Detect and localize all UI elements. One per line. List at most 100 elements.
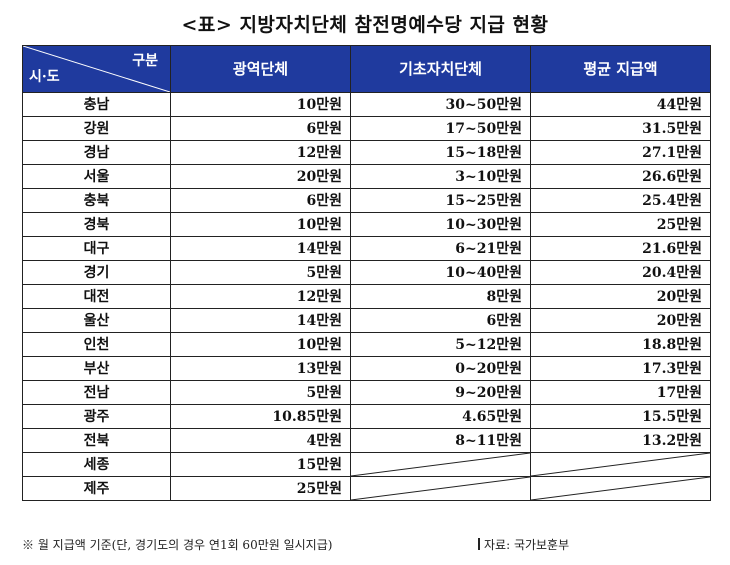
page-title: <표> 지방자치단체 참전명예수당 지급 현황 — [181, 14, 549, 36]
metro-amount-cell: 6만원 — [170, 188, 351, 213]
metro-amount-cell: 10만원 — [170, 92, 351, 117]
basic-amount-cell: 10~40만원 — [350, 260, 531, 285]
basic-amount-cell: 9~20만원 — [350, 380, 531, 405]
basic-amount-cell: 15~18만원 — [350, 140, 531, 165]
average-amount-cell: 26.6만원 — [530, 164, 711, 189]
table-row: 경북 10만원 10~30만원 25만원 — [22, 212, 711, 237]
corner-label-category: 구분 — [132, 53, 158, 69]
table-row: 대구 14만원 6~21만원 21.6만원 — [22, 236, 711, 261]
empty-cell — [350, 476, 531, 501]
table-row: 경기 5만원 10~40만원 20.4만원 — [22, 260, 711, 285]
average-amount-cell: 17.3만원 — [530, 356, 711, 381]
basic-amount-cell: 3~10만원 — [350, 164, 531, 189]
average-amount-cell: 13.2만원 — [530, 428, 711, 453]
average-amount-cell: 44만원 — [530, 92, 711, 117]
region-cell: 서울 — [22, 164, 171, 189]
source-divider — [478, 538, 480, 550]
empty-cell-diagonal — [351, 477, 530, 500]
column-header-metro: 광역단체 — [170, 45, 351, 93]
metro-amount-cell: 14만원 — [170, 308, 351, 333]
table-row: 부산 13만원 0~20만원 17.3만원 — [22, 356, 711, 381]
region-cell: 전북 — [22, 428, 171, 453]
empty-cell-diagonal — [531, 477, 710, 500]
basic-amount-cell: 8만원 — [350, 284, 531, 309]
region-cell: 세종 — [22, 452, 171, 477]
column-header-average: 평균 지급액 — [530, 45, 711, 93]
empty-cell — [530, 452, 711, 477]
region-cell: 광주 — [22, 404, 171, 429]
table-row: 전남 5만원 9~20만원 17만원 — [22, 380, 711, 405]
metro-amount-cell: 6만원 — [170, 116, 351, 141]
metro-amount-cell: 12만원 — [170, 140, 351, 165]
metro-amount-cell: 10만원 — [170, 332, 351, 357]
table-header-row: 구분 시·도 광역단체 기초자치단체 평균 지급액 — [22, 45, 711, 93]
average-amount-cell: 18.8만원 — [530, 332, 711, 357]
column-header-basic: 기초자치단체 — [350, 45, 531, 93]
basic-amount-cell: 8~11만원 — [350, 428, 531, 453]
region-cell: 경남 — [22, 140, 171, 165]
average-amount-cell: 20.4만원 — [530, 260, 711, 285]
basic-amount-cell: 0~20만원 — [350, 356, 531, 381]
corner-diagonal — [23, 46, 170, 92]
table-row: 울산 14만원 6만원 20만원 — [22, 308, 711, 333]
metro-amount-cell: 10.85만원 — [170, 404, 351, 429]
footnote: ※ 월 지급액 기준(단, 경기도의 경우 연1회 60만원 일시지급) — [22, 538, 333, 552]
metro-amount-cell: 14만원 — [170, 236, 351, 261]
corner-label-region: 시·도 — [29, 69, 60, 85]
region-cell: 제주 — [22, 476, 171, 501]
region-cell: 대전 — [22, 284, 171, 309]
metro-amount-cell: 12만원 — [170, 284, 351, 309]
source-note: 자료: 국가보훈부 — [478, 536, 569, 553]
region-cell: 대구 — [22, 236, 171, 261]
table-row: 대전 12만원 8만원 20만원 — [22, 284, 711, 309]
empty-cell-diagonal — [531, 453, 710, 476]
region-cell: 충남 — [22, 92, 171, 117]
table-row: 서울 20만원 3~10만원 26.6만원 — [22, 164, 711, 189]
average-amount-cell: 31.5만원 — [530, 116, 711, 141]
table-row: 경남 12만원 15~18만원 27.1만원 — [22, 140, 711, 165]
metro-amount-cell: 5만원 — [170, 260, 351, 285]
basic-amount-cell: 5~12만원 — [350, 332, 531, 357]
metro-amount-cell: 4만원 — [170, 428, 351, 453]
region-cell: 경북 — [22, 212, 171, 237]
average-amount-cell: 25만원 — [530, 212, 711, 237]
average-amount-cell: 20만원 — [530, 308, 711, 333]
table-row: 충북 6만원 15~25만원 25.4만원 — [22, 188, 711, 213]
empty-cell — [350, 452, 531, 477]
allowance-table: 구분 시·도 광역단체 기초자치단체 평균 지급액 충남 10만원 30~50만원 4… — [22, 45, 711, 501]
basic-amount-cell: 15~25만원 — [350, 188, 531, 213]
metro-amount-cell: 10만원 — [170, 212, 351, 237]
region-cell: 울산 — [22, 308, 171, 333]
average-amount-cell: 27.1만원 — [530, 140, 711, 165]
average-amount-cell: 17만원 — [530, 380, 711, 405]
region-cell: 경기 — [22, 260, 171, 285]
metro-amount-cell: 15만원 — [170, 452, 351, 477]
table-row: 광주 10.85만원 4.65만원 15.5만원 — [22, 404, 711, 429]
region-cell: 강원 — [22, 116, 171, 141]
average-amount-cell: 21.6만원 — [530, 236, 711, 261]
average-amount-cell: 25.4만원 — [530, 188, 711, 213]
table-row: 세종 15만원 — [22, 452, 711, 477]
metro-amount-cell: 25만원 — [170, 476, 351, 501]
metro-amount-cell: 13만원 — [170, 356, 351, 381]
empty-cell — [530, 476, 711, 501]
basic-amount-cell: 4.65만원 — [350, 404, 531, 429]
basic-amount-cell: 10~30만원 — [350, 212, 531, 237]
basic-amount-cell: 6~21만원 — [350, 236, 531, 261]
table-row: 강원 6만원 17~50만원 31.5만원 — [22, 116, 711, 141]
basic-amount-cell: 6만원 — [350, 308, 531, 333]
metro-amount-cell: 5만원 — [170, 380, 351, 405]
region-cell: 부산 — [22, 356, 171, 381]
table-row: 전북 4만원 8~11만원 13.2만원 — [22, 428, 711, 453]
table-row: 제주 25만원 — [22, 476, 711, 501]
region-cell: 충북 — [22, 188, 171, 213]
metro-amount-cell: 20만원 — [170, 164, 351, 189]
table-row: 충남 10만원 30~50만원 44만원 — [22, 92, 711, 117]
basic-amount-cell: 17~50만원 — [350, 116, 531, 141]
table-row: 인천 10만원 5~12만원 18.8만원 — [22, 332, 711, 357]
basic-amount-cell: 30~50만원 — [350, 92, 531, 117]
region-cell: 인천 — [22, 332, 171, 357]
empty-cell-diagonal — [351, 453, 530, 476]
average-amount-cell: 15.5만원 — [530, 404, 711, 429]
corner-header: 구분 시·도 — [22, 45, 171, 93]
